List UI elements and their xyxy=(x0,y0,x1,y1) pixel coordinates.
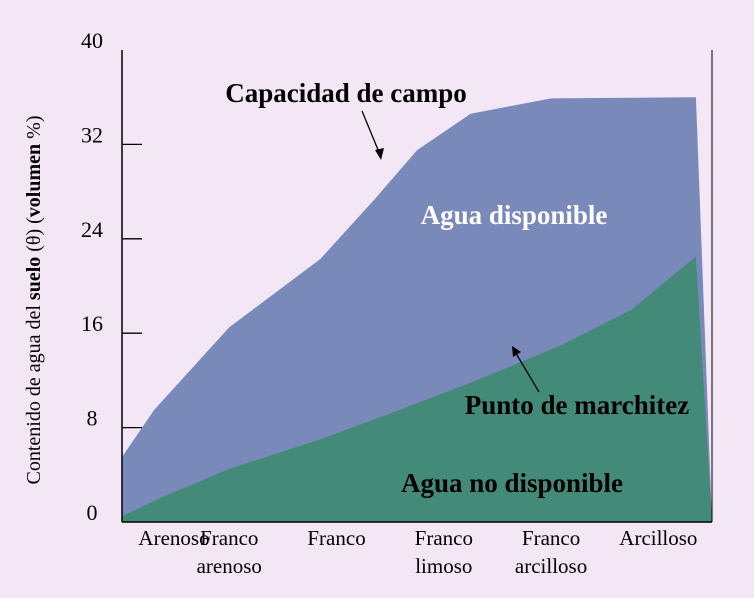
x-category-label-line: Franco xyxy=(307,526,365,550)
y-axis-label-part: Contenido de agua del xyxy=(23,300,45,484)
x-category-label-line: Franco xyxy=(522,526,580,550)
y-axis-label-part: suelo xyxy=(23,257,45,300)
x-category-label-line: Franco xyxy=(200,526,258,550)
y-tick-label: 16 xyxy=(81,311,103,336)
chart-areas xyxy=(122,97,712,522)
y-tick-label: 24 xyxy=(81,217,103,242)
x-category-label-line: limoso xyxy=(415,554,472,578)
annotations: Capacidad de campo Agua disponible Punto… xyxy=(225,78,689,498)
x-category-label-line: arcilloso xyxy=(515,554,587,578)
annotation-field-capacity: Capacidad de campo xyxy=(225,78,467,108)
y-tick-label: 8 xyxy=(87,406,98,431)
x-category-label: Franco limoso xyxy=(415,526,473,578)
x-category-label: Franco arcilloso xyxy=(515,526,587,578)
x-category-label-line: arenoso xyxy=(197,554,262,578)
annotation-wilting-point: Punto de marchitez xyxy=(465,390,689,420)
x-category-label-line: Arenoso xyxy=(138,526,209,550)
x-category-label-line: Arcilloso xyxy=(619,526,697,550)
y-axis-label: Contenido de agua del suelo (θ) (volumen… xyxy=(23,116,45,485)
x-category-label: Franco arenoso xyxy=(197,526,262,578)
y-tick-label: 40 xyxy=(81,28,103,53)
annotation-unavailable-water: Agua no disponible xyxy=(401,468,623,498)
area-unavailable-water xyxy=(122,256,712,522)
y-tick-label: 0 xyxy=(87,500,98,525)
y-axis-label-part: %) xyxy=(23,116,45,144)
x-category-label: Arenoso xyxy=(138,526,209,550)
arrow-wilting-point xyxy=(513,349,540,393)
arrowhead-field-capacity xyxy=(375,148,384,160)
y-tick-label: 32 xyxy=(81,122,103,147)
arrowhead-wilting-point xyxy=(512,346,521,357)
x-category-label: Franco xyxy=(307,526,365,550)
y-axis-label-part: volumen xyxy=(23,144,45,217)
chart-axes xyxy=(121,50,713,523)
x-category-label: Arcilloso xyxy=(619,526,697,550)
x-category-label-line: Franco xyxy=(415,526,473,550)
y-axis-label-part: (θ) ( xyxy=(23,217,45,257)
y-axis-ticks: 0 8 16 24 32 40 xyxy=(81,28,142,525)
annotation-available-water: Agua disponible xyxy=(421,200,608,230)
arrow-field-capacity xyxy=(361,110,382,158)
